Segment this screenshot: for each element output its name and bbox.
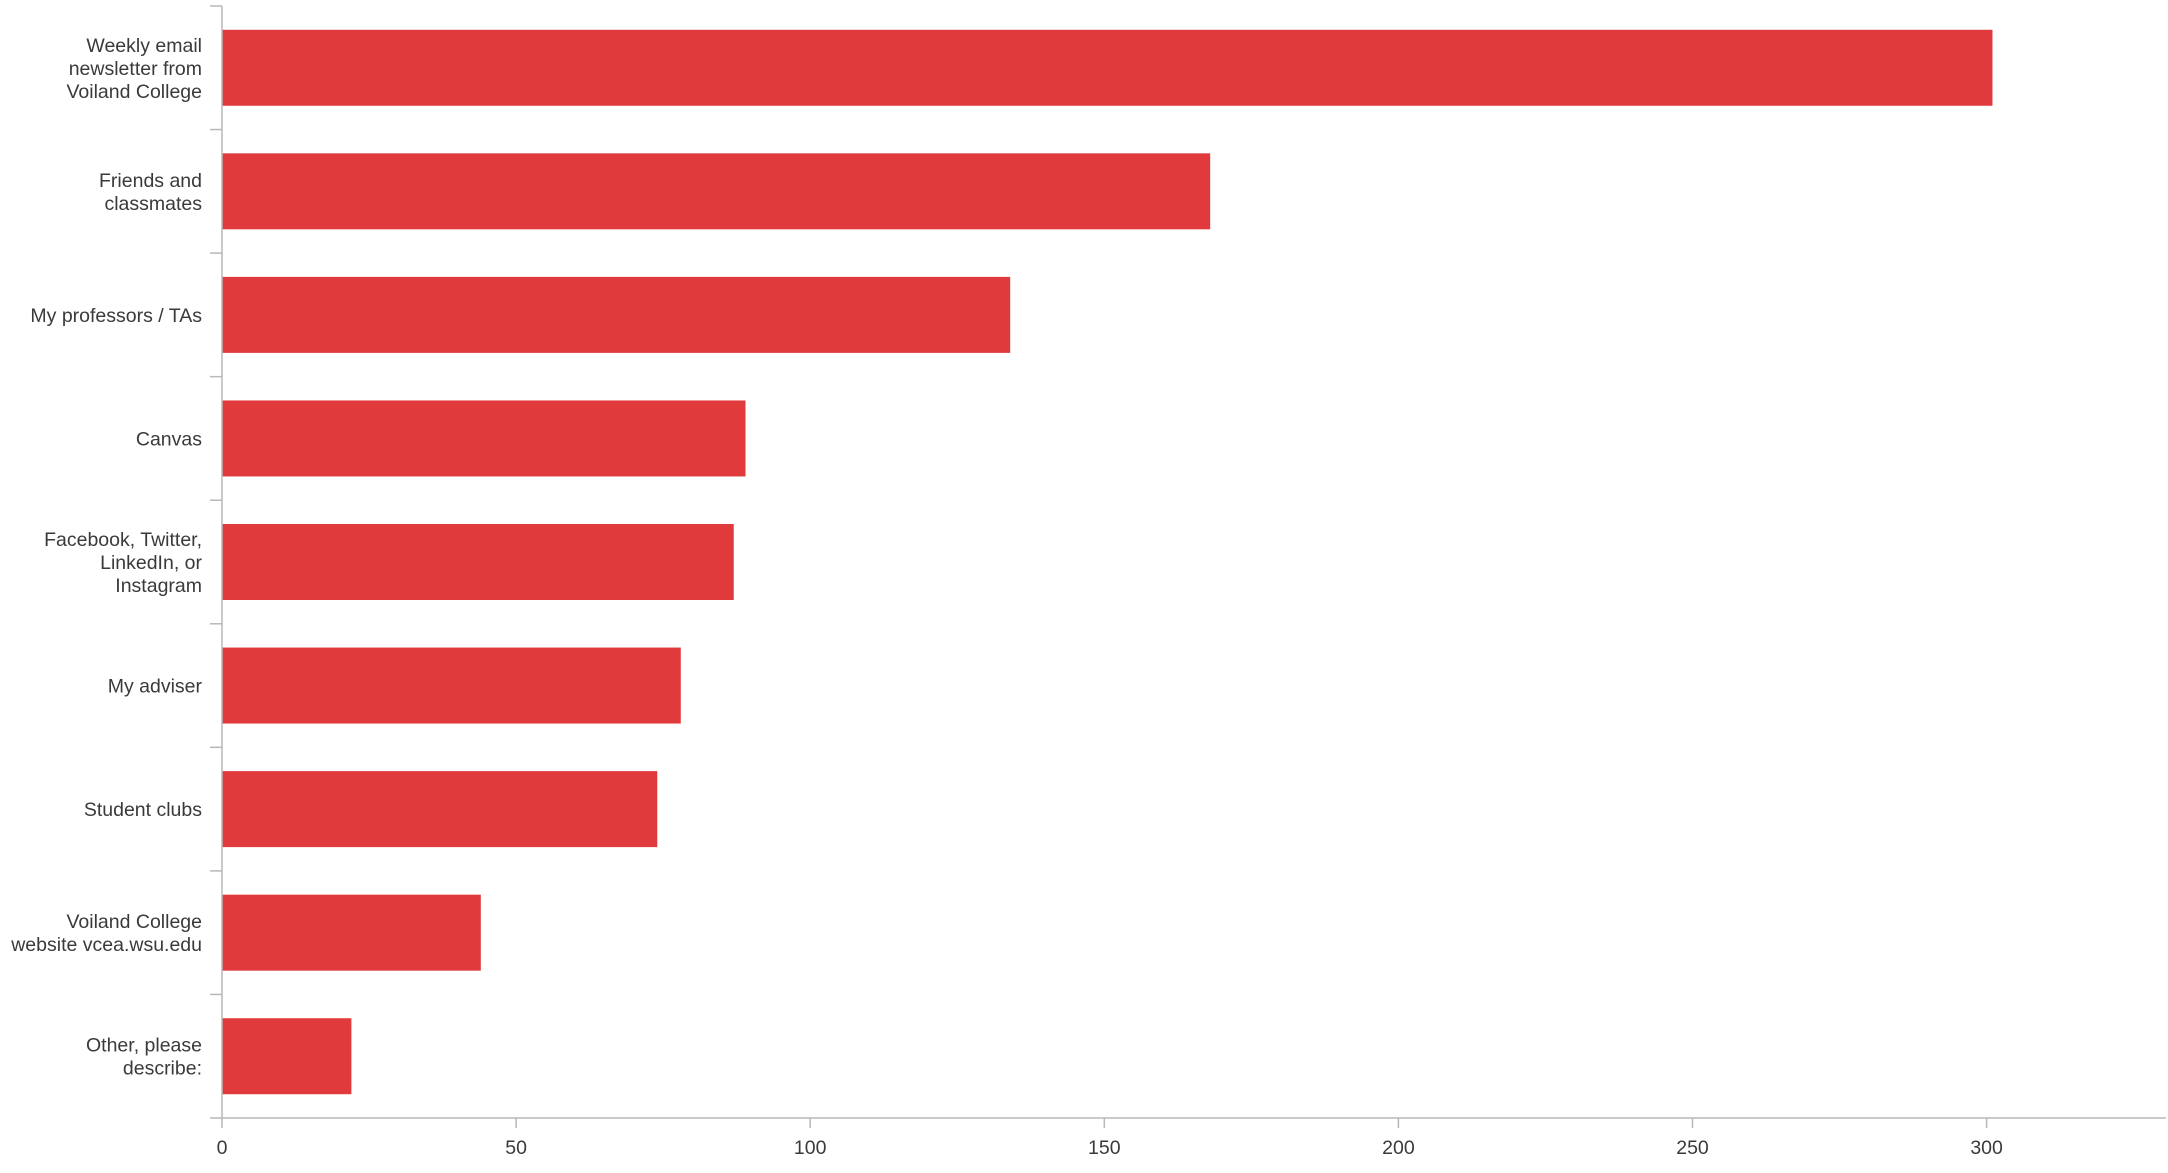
y-category-label-line: My adviser — [108, 676, 203, 698]
y-category-label-line: Other, please — [86, 1035, 202, 1057]
y-category-label: Voiland College website vcea.wsu.edu — [10, 911, 202, 956]
y-category-label-line: Canvas — [136, 428, 202, 450]
y-category-label-line: Student clubs — [84, 799, 202, 821]
bars-layer — [222, 29, 1993, 1095]
y-category-label: Student clubs — [84, 799, 202, 821]
bar[interactable] — [222, 771, 658, 848]
bar[interactable] — [222, 400, 746, 477]
x-tick-label: 250 — [1676, 1137, 1709, 1159]
x-tick-label: 100 — [794, 1137, 827, 1159]
y-category-label-line: website vcea.wsu.edu — [10, 934, 202, 956]
y-category-label-line: Friends and — [99, 170, 202, 192]
axes-layer — [210, 5, 2166, 1128]
y-category-label-line: classmates — [104, 193, 202, 215]
y-category-label-line: Voiland College — [66, 911, 202, 933]
x-tick-label: 200 — [1382, 1137, 1415, 1159]
y-category-label: Other, please describe: — [86, 1035, 202, 1080]
y-category-label-line: My professors / TAs — [30, 305, 202, 327]
x-tick-label: 300 — [1970, 1137, 2003, 1159]
y-category-label: Weekly email newsletter from Voiland Colle… — [66, 35, 202, 103]
labels-layer: 0 50 100 150 200 250 300 Weekly email newsletter… — [10, 35, 2003, 1159]
y-category-label-line: LinkedIn, or — [100, 552, 202, 574]
bar[interactable] — [222, 647, 681, 724]
y-category-label-line: newsletter from — [69, 58, 202, 80]
y-category-label-line: Weekly email — [86, 35, 202, 57]
bar[interactable] — [222, 1018, 352, 1095]
y-category-label: Friends and classmates — [99, 170, 202, 215]
bar[interactable] — [222, 276, 1011, 353]
bar[interactable] — [222, 524, 734, 600]
x-tick-label: 0 — [217, 1137, 228, 1159]
y-category-label: My professors / TAs — [30, 305, 202, 327]
y-category-label: My adviser — [108, 676, 203, 698]
bar[interactable] — [222, 894, 481, 971]
y-category-label: Canvas — [136, 428, 202, 450]
x-tick-label: 50 — [505, 1137, 527, 1159]
x-tick-label: 150 — [1088, 1137, 1121, 1159]
y-category-label-line: describe: — [123, 1058, 202, 1080]
bar[interactable] — [222, 153, 1211, 230]
y-category-label: Facebook, Twitter, LinkedIn, or Instagram — [44, 529, 202, 597]
bar[interactable] — [222, 29, 1993, 106]
y-category-label-line: Voiland College — [66, 81, 202, 103]
y-category-label-line: Instagram — [115, 575, 202, 597]
y-category-label-line: Facebook, Twitter, — [44, 529, 202, 551]
